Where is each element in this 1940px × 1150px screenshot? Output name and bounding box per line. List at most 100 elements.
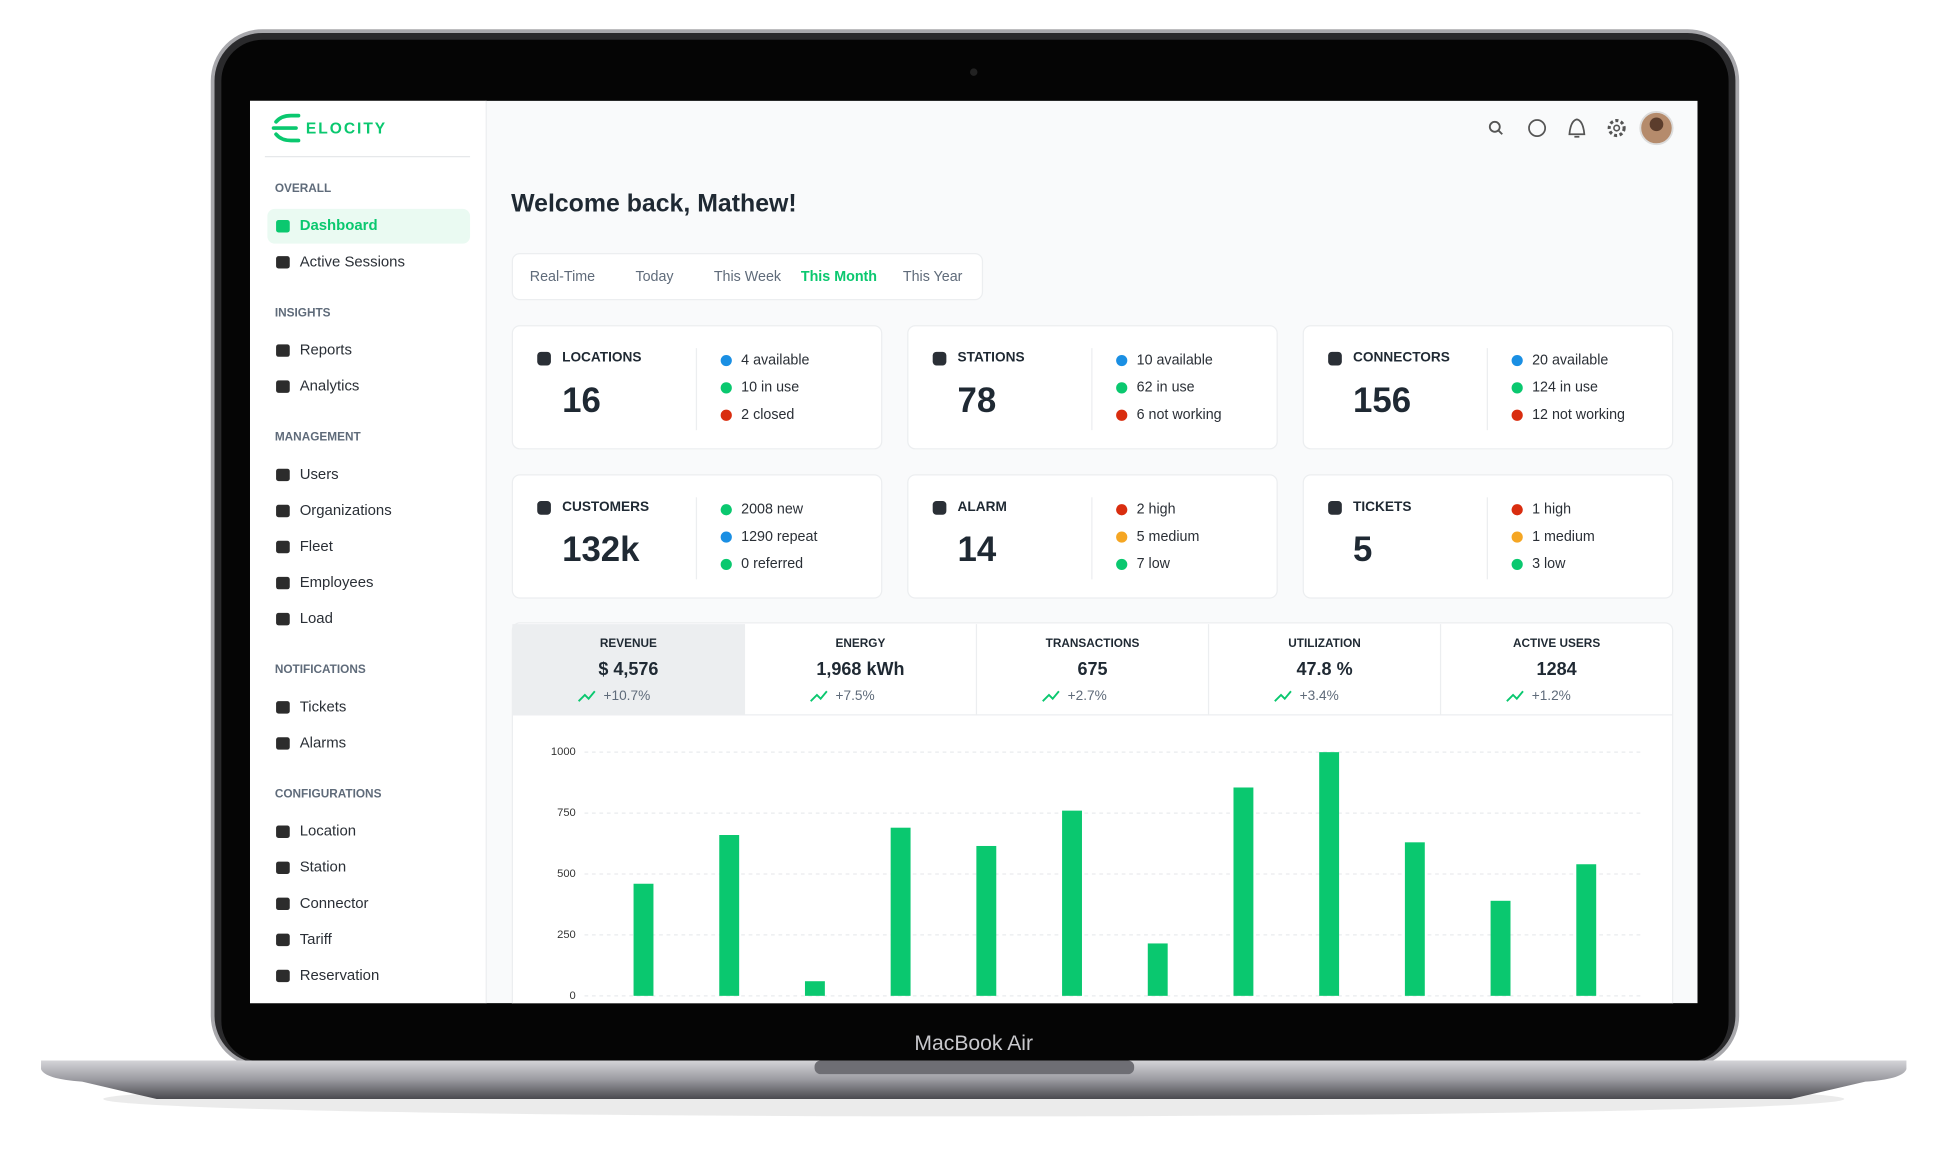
nav-icon bbox=[276, 256, 290, 269]
nav-item[interactable]: Organizations bbox=[276, 502, 392, 519]
nav-item[interactable]: Alarms bbox=[276, 734, 346, 751]
nav-icon bbox=[276, 897, 290, 911]
card-title: TICKETS bbox=[1353, 499, 1411, 514]
status-dot bbox=[720, 409, 732, 421]
status-text: 3 low bbox=[1532, 556, 1566, 572]
kpi-label: ACTIVE USERS bbox=[1513, 636, 1600, 650]
tab[interactable]: This Year bbox=[903, 269, 963, 285]
y-tick-label: 500 bbox=[557, 868, 576, 880]
tab[interactable]: This Week bbox=[714, 269, 782, 285]
status-dot bbox=[1511, 354, 1523, 367]
nav-item[interactable]: Reservation bbox=[276, 967, 379, 984]
status-dot bbox=[1116, 354, 1128, 367]
kpi-tab[interactable]: TRANSACTIONS 675 +2.7% bbox=[975, 624, 1139, 715]
kpi-change: +3.4% bbox=[1300, 688, 1339, 703]
status-dot bbox=[1116, 531, 1128, 543]
nav-item[interactable]: Station bbox=[276, 859, 346, 876]
nav-icon bbox=[276, 468, 290, 482]
card-value: 132k bbox=[562, 530, 640, 569]
status-text: 124 in use bbox=[1532, 380, 1598, 396]
nav-icon bbox=[276, 861, 290, 874]
nav-item[interactable]: Users bbox=[276, 466, 339, 483]
nav-label: Users bbox=[300, 466, 339, 483]
bar bbox=[1490, 900, 1511, 996]
screen: ELOCITY Welcome back, Mathew! OVERALL Das… bbox=[249, 100, 1698, 1004]
nav-item[interactable]: Connector bbox=[276, 895, 369, 912]
status-text: 1 high bbox=[1532, 502, 1571, 518]
nav-item[interactable]: Reports bbox=[276, 342, 352, 359]
y-tick-label: 1000 bbox=[551, 746, 576, 758]
status-dot bbox=[1511, 382, 1523, 394]
nav-item[interactable]: Active Sessions bbox=[276, 253, 405, 270]
nav-item[interactable]: Dashboard bbox=[267, 208, 471, 244]
status-dot bbox=[1511, 558, 1523, 571]
nav-label: Dashboard bbox=[300, 217, 378, 234]
logo-mark bbox=[271, 113, 301, 143]
stat-card: LOCATIONS 16 4 available 10 in use 2 closed bbox=[511, 325, 883, 450]
kpi-active-bg bbox=[512, 624, 745, 715]
status-text: 2 closed bbox=[741, 407, 794, 423]
y-tick-label: 750 bbox=[557, 807, 576, 819]
search-icon-handle bbox=[1497, 129, 1503, 135]
kpi-tab[interactable]: REVENUE $ 4,576 +10.7% bbox=[512, 624, 745, 715]
kpi-tab[interactable]: ENERGY 1,968 kWh +7.5% bbox=[743, 624, 905, 715]
nav-label: Alarms bbox=[300, 734, 346, 751]
kpi-value: $ 4,576 bbox=[598, 659, 658, 679]
nav-icon bbox=[276, 220, 290, 233]
status-text: 62 in use bbox=[1137, 380, 1195, 396]
card-icon bbox=[932, 501, 947, 515]
bell-icon[interactable] bbox=[1568, 118, 1586, 138]
kpi-tab[interactable]: ACTIVE USERS 1284 +1.2% bbox=[1439, 624, 1601, 715]
nav-active-bg bbox=[267, 208, 471, 244]
nav-label: Load bbox=[300, 610, 333, 627]
bar bbox=[633, 883, 654, 996]
nav-label: Organizations bbox=[300, 502, 392, 519]
status-text: 4 available bbox=[741, 352, 809, 368]
avatar-head bbox=[1649, 117, 1664, 132]
stat-card: TICKETS 5 1 high 1 medium 3 low bbox=[1302, 474, 1674, 599]
brand: ELOCITY bbox=[306, 120, 387, 137]
nav-icon bbox=[276, 825, 290, 838]
status-dot bbox=[1116, 382, 1128, 394]
nav-heading: MANAGEMENT bbox=[275, 430, 362, 444]
bar bbox=[1576, 864, 1597, 996]
nav-icon bbox=[276, 344, 290, 357]
bar bbox=[1319, 752, 1340, 996]
card-title: CUSTOMERS bbox=[562, 499, 649, 514]
nav-heading: CONFIGURATIONS bbox=[275, 787, 382, 801]
help-icon[interactable] bbox=[1528, 119, 1547, 138]
kpi-change: +7.5% bbox=[836, 688, 875, 703]
y-tick-label: 250 bbox=[557, 929, 576, 941]
kpi-label: UTILIZATION bbox=[1288, 636, 1361, 650]
status-dot bbox=[720, 504, 732, 516]
settings-icon[interactable] bbox=[1607, 119, 1626, 138]
y-tick-label: 0 bbox=[570, 990, 576, 1002]
nav-item[interactable]: Employees bbox=[276, 574, 373, 591]
nav-icon bbox=[276, 380, 290, 393]
stat-card: ALARM 14 2 high 5 medium 7 low bbox=[907, 474, 1278, 599]
nav-label: Employees bbox=[300, 574, 374, 591]
search-icon[interactable] bbox=[1488, 120, 1501, 133]
status-text: 1290 repeat bbox=[741, 529, 817, 545]
kpi-tab[interactable]: UTILIZATION 47.8 % +3.4% bbox=[1207, 624, 1361, 715]
notch bbox=[814, 1060, 1135, 1075]
nav-item[interactable]: Tariff bbox=[276, 931, 333, 948]
nav-item[interactable]: Load bbox=[276, 610, 333, 627]
nav-item[interactable]: Analytics bbox=[276, 378, 359, 395]
nav-item[interactable]: Fleet bbox=[276, 538, 334, 555]
status-dot bbox=[1116, 558, 1128, 571]
nav-heading: OVERALL bbox=[275, 181, 331, 195]
status-text: 6 not working bbox=[1137, 407, 1222, 423]
tab[interactable]: Today bbox=[635, 269, 674, 285]
nav-item[interactable]: Location bbox=[276, 823, 356, 840]
kpi-value: 47.8 % bbox=[1296, 659, 1352, 679]
status-dot bbox=[1511, 504, 1523, 516]
nav-icon bbox=[276, 933, 290, 947]
status-dot bbox=[1116, 504, 1128, 516]
tab[interactable]: This Month bbox=[801, 269, 877, 285]
status-dot bbox=[720, 354, 732, 367]
nav-heading: NOTIFICATIONS bbox=[275, 662, 366, 676]
tab[interactable]: Real-Time bbox=[530, 269, 595, 285]
kpi-label: REVENUE bbox=[600, 636, 657, 650]
nav-item[interactable]: Tickets bbox=[276, 698, 346, 715]
